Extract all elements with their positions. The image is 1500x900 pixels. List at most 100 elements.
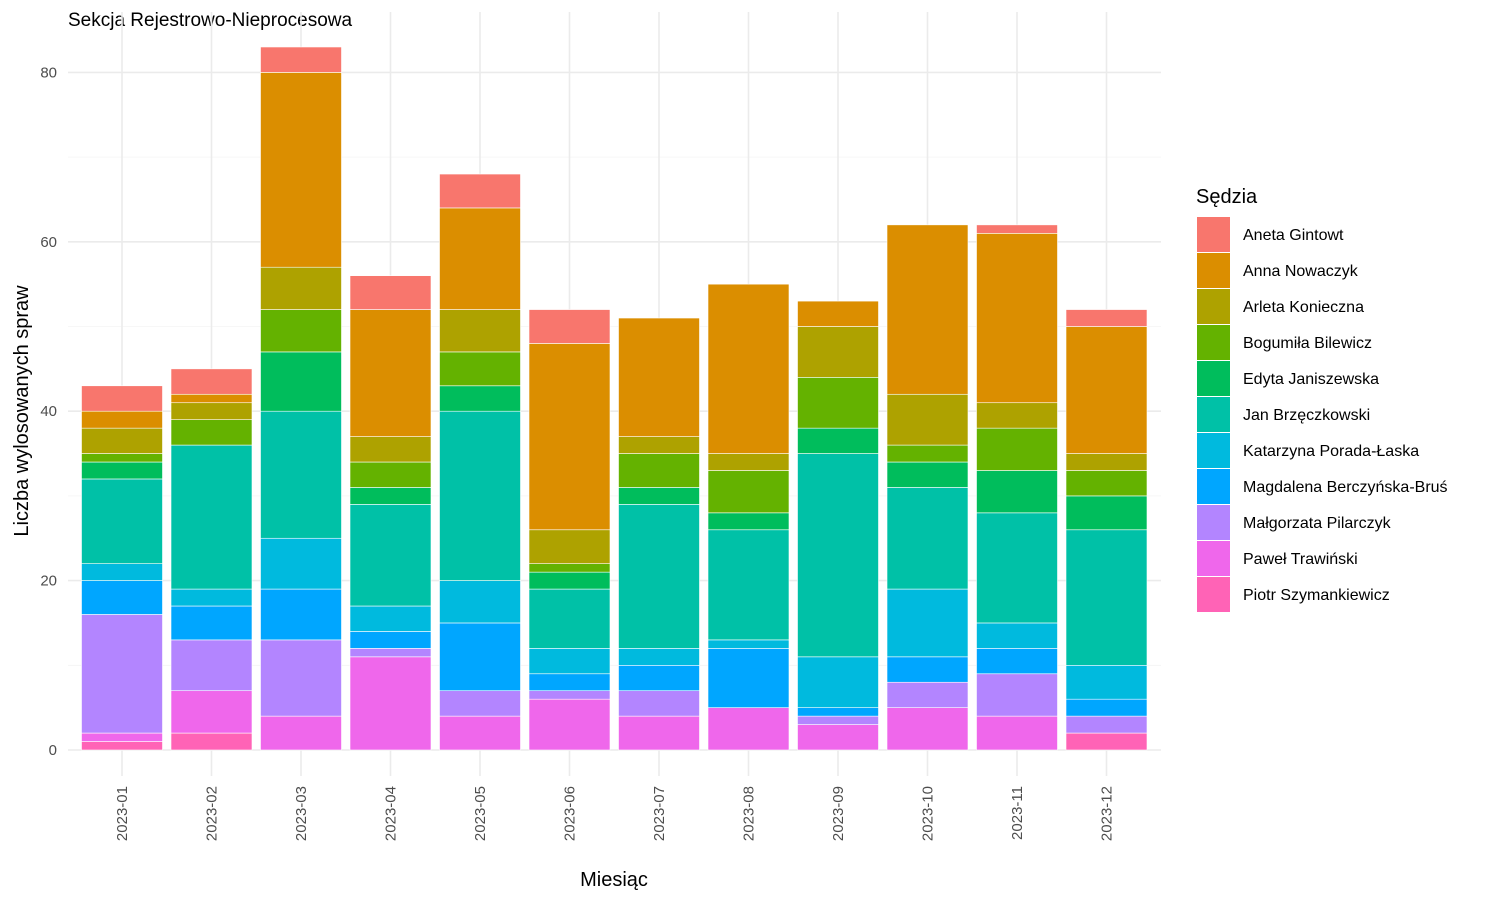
- bar-segment: [797, 377, 879, 429]
- legend-swatch: [1197, 469, 1230, 504]
- bar-segment: [528, 690, 611, 700]
- legend-swatch: [1197, 577, 1230, 612]
- bar-segment: [1065, 326, 1148, 454]
- x-tick-label: 2023-01: [114, 786, 131, 841]
- bar-segment: [886, 487, 969, 590]
- bar-segment: [170, 368, 253, 395]
- bar-segment: [439, 715, 521, 751]
- bar-segment: [439, 622, 521, 692]
- bar-segment: [707, 470, 790, 514]
- bar-segment: [81, 741, 163, 751]
- bar-segment: [439, 385, 521, 412]
- bar-segment: [1065, 715, 1148, 734]
- bar-segment: [886, 656, 969, 683]
- bar-segment: [439, 207, 521, 310]
- bar-segment: [349, 648, 432, 658]
- bar-segment: [170, 732, 253, 751]
- x-tick-label: 2023-09: [830, 786, 847, 841]
- bar-segment: [976, 512, 1058, 624]
- bar-segment: [528, 673, 611, 692]
- bar-segment: [707, 529, 790, 641]
- legend-swatch: [1197, 289, 1230, 324]
- legend-swatch: [1197, 361, 1230, 396]
- bar-segment: [81, 563, 163, 581]
- bar-segment: [170, 639, 253, 692]
- bar-segment: [707, 648, 790, 708]
- bar-segment: [976, 402, 1058, 429]
- bar-segment: [528, 343, 611, 531]
- bar-segment: [1065, 664, 1148, 700]
- bar-segment: [797, 656, 879, 708]
- bar-segment: [797, 453, 879, 658]
- bar-segment: [260, 639, 342, 717]
- bar-segment: [81, 461, 163, 480]
- bar-segment: [976, 233, 1058, 404]
- bar-segment: [618, 690, 700, 717]
- legend-swatch: [1197, 253, 1230, 288]
- legend-label: Arleta Konieczna: [1243, 299, 1364, 316]
- legend-swatch: [1197, 541, 1230, 576]
- bar-segment: [707, 512, 790, 531]
- bar-segment: [349, 487, 432, 505]
- bar-segment: [886, 444, 969, 463]
- bar-segment: [260, 351, 342, 412]
- bar-segment: [349, 605, 432, 632]
- legend-label: Aneta Gintowt: [1243, 227, 1344, 244]
- x-tick-label: 2023-07: [651, 786, 668, 841]
- bar-segment: [886, 224, 969, 395]
- bar-segment: [528, 309, 611, 344]
- bar-segment: [349, 436, 432, 463]
- bar-segment: [1065, 309, 1148, 327]
- bar-segment: [528, 698, 611, 751]
- bar-segment: [81, 427, 163, 454]
- bar-segment: [260, 588, 342, 641]
- bar-segment: [260, 46, 342, 73]
- bar-segment: [81, 614, 163, 734]
- legend-label: Bogumiła Bilewicz: [1243, 335, 1372, 352]
- bar-segment: [439, 580, 521, 624]
- bar-segment: [976, 224, 1058, 234]
- bar-segment: [618, 317, 700, 437]
- bar-segment: [976, 673, 1058, 717]
- bar-segment: [528, 529, 611, 564]
- bar-segment: [528, 563, 611, 573]
- bar-segment: [618, 453, 700, 488]
- bar-segment: [81, 580, 163, 615]
- bar-segment: [349, 461, 432, 488]
- bar-segment: [976, 470, 1058, 514]
- chart-title: Sekcja Rejestrowo-Nieprocesowa: [68, 10, 352, 31]
- bar-segment: [260, 266, 342, 310]
- bar-segment: [170, 393, 253, 404]
- y-tick-label: 80: [40, 64, 57, 81]
- bar-segment: [349, 631, 432, 649]
- y-tick-label: 0: [49, 742, 57, 759]
- bar-segment: [260, 72, 342, 268]
- bar-segment: [528, 588, 611, 649]
- y-axis-ticks: 0 20 40 60 80: [40, 64, 57, 759]
- x-tick-label: 2023-11: [1009, 786, 1026, 840]
- bar-segment: [349, 504, 432, 607]
- bar-segment: [618, 504, 700, 649]
- bar-segment: [260, 715, 342, 751]
- bar-segment: [886, 707, 969, 751]
- bar-segment: [170, 419, 253, 446]
- bar-segment: [976, 715, 1058, 751]
- bar-segment: [439, 410, 521, 581]
- bar-segment: [1065, 495, 1148, 531]
- bar-segment: [618, 664, 700, 692]
- x-tick-label: 2023-02: [204, 786, 221, 841]
- bar-segment: [260, 410, 342, 539]
- bar-segment: [797, 300, 879, 327]
- x-tick-label: 2023-10: [920, 786, 937, 841]
- bar-segment: [170, 690, 253, 734]
- bar-segment: [260, 309, 342, 353]
- bar-segment: [618, 715, 700, 751]
- x-axis-title: Miesiąc: [580, 869, 648, 891]
- bar-segment: [439, 309, 521, 353]
- bar-segment: [170, 444, 253, 590]
- bar-segment: [170, 588, 253, 607]
- legend-label: Paweł Trawiński: [1243, 551, 1358, 568]
- bar-segment: [976, 648, 1058, 675]
- bar-segment: [170, 605, 253, 641]
